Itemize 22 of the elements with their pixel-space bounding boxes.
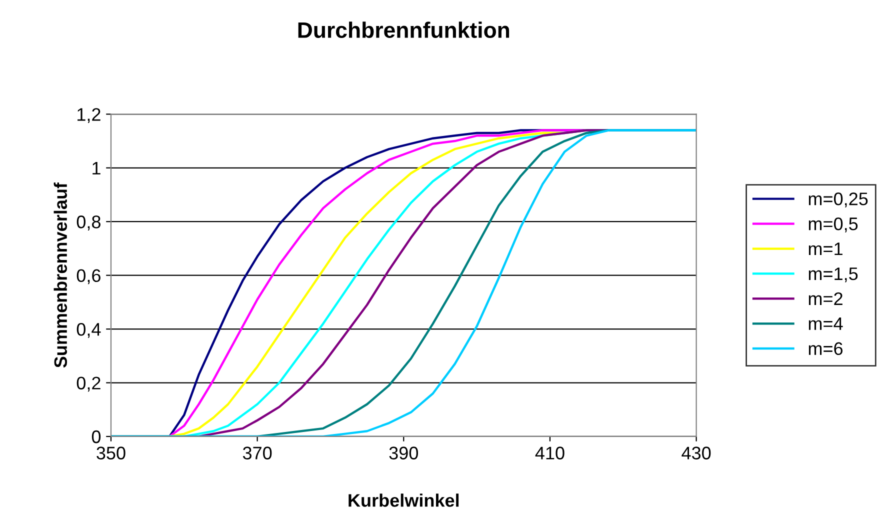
legend-label: m=2	[808, 292, 842, 305]
legend-label: m=4	[808, 317, 843, 330]
legend-label: m=0,25	[808, 192, 868, 208]
x-tick-label: 390	[389, 446, 418, 460]
x-tick-label: 410	[535, 446, 564, 460]
legend-label: m=0,5	[808, 217, 858, 232]
y-axis-title: Summenbrennverlauf	[54, 182, 68, 368]
legend-label: m=1,5	[808, 268, 858, 282]
y-tick-label: 0,8	[76, 216, 100, 230]
x-tick-label: 350	[96, 446, 126, 460]
legend-label: m=6	[808, 342, 843, 356]
chart-title: Durchbrennfunktion	[298, 22, 510, 38]
x-axis-title: Kurbelwinkel	[348, 494, 459, 507]
y-tick-label: 1	[92, 162, 100, 174]
y-tick-label: 1,2	[78, 108, 100, 124]
y-tick-label: 0	[92, 430, 101, 444]
x-tick-label: 370	[242, 446, 272, 460]
legend-label: m=1	[808, 242, 842, 256]
y-tick-label: 0,4	[76, 322, 101, 338]
y-tick-label: 0,6	[76, 269, 100, 284]
y-tick-label: 0,2	[76, 376, 100, 392]
x-tick-label: 430	[682, 446, 711, 460]
